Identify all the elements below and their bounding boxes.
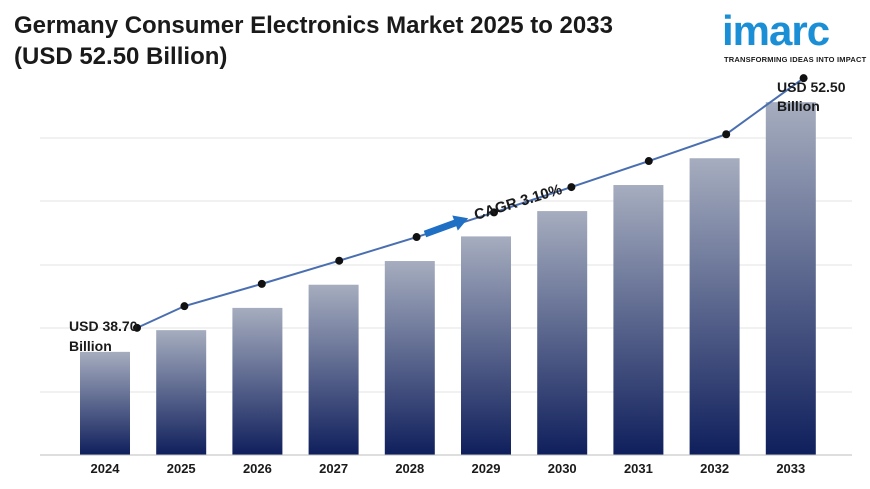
bar-2028 xyxy=(384,261,435,455)
trend-point-2031 xyxy=(644,157,653,166)
cagr-arrow-icon xyxy=(423,215,469,238)
bars xyxy=(80,102,816,456)
x-tick-2029: 2029 xyxy=(472,461,501,476)
trend-point-2033 xyxy=(799,74,808,83)
logo-wordmark: imarc xyxy=(722,7,830,54)
bar-2032 xyxy=(689,158,740,455)
bar-2024 xyxy=(80,351,130,455)
trend-point-2029 xyxy=(490,208,498,217)
start-value-unit: Billion xyxy=(69,338,112,354)
x-tick-2026: 2026 xyxy=(243,461,272,476)
x-tick-2031: 2031 xyxy=(624,461,653,476)
chart-title: Germany Consumer Electronics Market 2025… xyxy=(14,10,613,72)
x-tick-2025: 2025 xyxy=(167,461,196,476)
start-value-label: USD 38.70 xyxy=(69,318,138,334)
bar-2033 xyxy=(765,102,816,456)
trend-point-2026 xyxy=(257,279,266,288)
x-tick-2033: 2033 xyxy=(776,461,805,476)
x-tick-2027: 2027 xyxy=(319,461,348,476)
trend-point-2032 xyxy=(722,130,731,139)
trend-point-2025 xyxy=(180,302,189,311)
end-value-unit: Billion xyxy=(777,98,820,114)
x-tick-2028: 2028 xyxy=(395,461,424,476)
imarc-logo: imarc TRANSFORMING IDEAS INTO IMPACT xyxy=(718,6,867,66)
x-tick-2024: 2024 xyxy=(91,461,121,476)
chart-title-line1: Germany Consumer Electronics Market 2025… xyxy=(14,12,613,39)
bar-2030 xyxy=(537,211,588,455)
chart-title-line2: (USD 52.50 Billion) xyxy=(14,43,228,70)
trend-point-2027 xyxy=(335,256,344,265)
x-tick-labels: 2024 2025 2026 2027 2028 2029 2030 2031 2032 2033 xyxy=(91,461,806,476)
bar-2029 xyxy=(461,236,511,455)
logo-tagline: TRANSFORMING IDEAS INTO IMPACT xyxy=(724,55,867,64)
bar-2031 xyxy=(613,185,664,455)
end-value-label: USD 52.50 xyxy=(777,79,846,95)
bar-2025 xyxy=(156,330,207,455)
trend-point-2028 xyxy=(412,233,421,242)
bar-2027 xyxy=(308,284,359,455)
trend-point-2024 xyxy=(133,323,141,332)
x-tick-2032: 2032 xyxy=(700,461,729,476)
x-tick-2030: 2030 xyxy=(548,461,577,476)
bar-2026 xyxy=(232,307,283,455)
trend-point-2030 xyxy=(567,183,576,192)
